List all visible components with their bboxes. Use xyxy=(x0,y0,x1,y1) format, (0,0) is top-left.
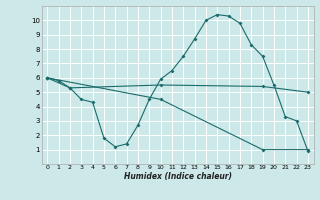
X-axis label: Humidex (Indice chaleur): Humidex (Indice chaleur) xyxy=(124,172,232,181)
